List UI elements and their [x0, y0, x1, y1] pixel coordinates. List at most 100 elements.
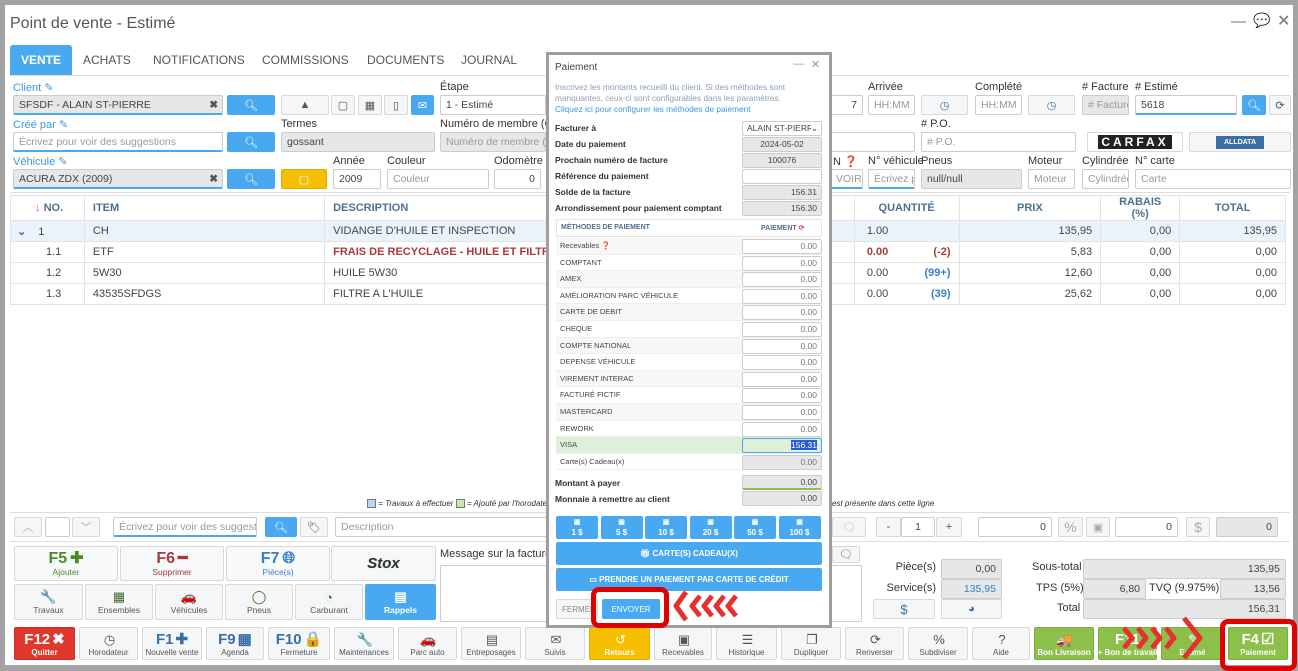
tab-commissions[interactable]: COMMISSIONS: [262, 53, 349, 67]
amount-input[interactable]: 0: [1115, 517, 1178, 537]
carte-input[interactable]: Carte: [1135, 169, 1291, 189]
partial-input[interactable]: 7: [830, 95, 863, 115]
help-icon[interactable]: ❓: [601, 241, 611, 250]
cree-par-label[interactable]: Créé par ✎: [13, 118, 68, 131]
comment-button[interactable]: 🗨: [832, 517, 866, 537]
arrivee-input[interactable]: HH:MM: [868, 95, 915, 115]
road-button[interactable]: ▲: [281, 95, 329, 115]
qty-plus-button[interactable]: +: [936, 517, 962, 537]
bill-button-10[interactable]: ▣ 10 $: [645, 516, 687, 539]
function-key-f6[interactable]: F6 ━ Supprimer: [120, 546, 224, 581]
payment-amount-input[interactable]: 0.00: [742, 255, 822, 271]
description-input[interactable]: Description: [335, 517, 550, 537]
clear-icon[interactable]: ✖: [209, 173, 218, 185]
cell-quantite[interactable]: 1.00: [853, 220, 960, 242]
close-icon[interactable]: ✕: [1277, 13, 1291, 30]
payment-amount-input[interactable]: 0.00: [742, 388, 822, 404]
cell-prix[interactable]: 12,60: [958, 262, 1102, 284]
membre-input[interactable]: Numéro de membre (Club): [440, 132, 546, 152]
payment-amount-input[interactable]: 0.00: [742, 305, 822, 321]
bill-button-1[interactable]: ▣ 1 $: [556, 516, 598, 539]
col-item[interactable]: ITEM: [83, 195, 326, 221]
function-key-f5[interactable]: F5 ✚ Ajouter: [14, 546, 118, 581]
cell-rabais[interactable]: 0,00: [1100, 283, 1181, 305]
bottom-button-nouvelle-vente[interactable]: F1 ✚ Nouvelle vente: [142, 627, 202, 660]
termes-input[interactable]: gossant: [281, 132, 435, 152]
cree-par-input[interactable]: Écrivez pour voir des suggestions: [13, 132, 223, 152]
bill-button-5[interactable]: ▣ 5 $: [600, 516, 643, 539]
alldata-button[interactable]: ALLDATA: [1189, 132, 1291, 152]
edit-icon[interactable]: ✎: [44, 82, 54, 94]
client-label[interactable]: Client ✎: [13, 81, 53, 94]
cell-quantite[interactable]: 0.00 (99+): [853, 262, 960, 284]
carfax-button[interactable]: CARFAX: [1087, 132, 1183, 152]
col-total[interactable]: TOTAL: [1179, 195, 1286, 221]
bottom-button-fermeture[interactable]: F10 🔒 Fermeture: [268, 627, 330, 660]
bottom-button-recevables[interactable]: ▣ Recevables: [654, 627, 712, 660]
payment-amount-input[interactable]: 0.00: [742, 371, 822, 387]
annee-input[interactable]: 2009: [333, 169, 381, 189]
send-button[interactable]: ENVOYER: [602, 599, 660, 619]
note-button[interactable]: ▢: [331, 95, 355, 115]
tag-button[interactable]: 🏷: [300, 517, 328, 537]
refresh-icon[interactable]: ⟳: [798, 225, 805, 232]
shortcut-rappels[interactable]: ▤ Rappels: [365, 584, 436, 620]
qty-minus-button[interactable]: -: [876, 517, 901, 537]
col-quantite[interactable]: QUANTITÉ: [853, 195, 960, 221]
move-up-button[interactable]: ︿: [14, 517, 42, 537]
bottom-button-renverser[interactable]: ⟳ Renverser: [845, 627, 904, 660]
cell-rabais[interactable]: 0,00: [1100, 241, 1181, 263]
function-key-f7[interactable]: F7 🌐︎ Pièce(s): [226, 546, 330, 581]
bottom-button-agenda[interactable]: F9 ▦ Agenda: [206, 627, 264, 660]
partial-input-2[interactable]: [830, 132, 915, 152]
bottom-button-subdiviser[interactable]: % Subdiviser: [908, 627, 968, 660]
move-down-button[interactable]: ﹀: [72, 517, 100, 537]
bill-button-50[interactable]: ▣ 50 $: [734, 516, 776, 539]
vehicule-input[interactable]: ACURA ZDX (2009) ✖: [13, 169, 223, 189]
vehicule-search-button[interactable]: 🔍︎: [227, 169, 275, 189]
facture-input[interactable]: # Facture: [1082, 95, 1129, 115]
vehicule-label[interactable]: Véhicule ✎: [13, 155, 67, 168]
bottom-button-bon-livraison[interactable]: 🚚 Bon Livraison: [1034, 627, 1094, 660]
bottom-button-maintenances[interactable]: 🔧 Maintenances: [334, 627, 394, 660]
refresh-button[interactable]: ⟳: [1269, 95, 1291, 115]
line-total-input[interactable]: 0: [1216, 517, 1278, 537]
email-button[interactable]: ✉: [411, 95, 434, 115]
dollar-button[interactable]: $: [1186, 517, 1210, 537]
credit-card-button[interactable]: ▭ PRENDRE UN PAIEMENT PAR CARTE DE CRÉDI…: [556, 568, 822, 591]
bill-button-100[interactable]: ▣ 100 $: [778, 516, 821, 539]
qty-input[interactable]: 1: [901, 517, 935, 537]
cell-rabais[interactable]: 0,00: [1100, 220, 1181, 242]
cell-rabais[interactable]: 0,00: [1100, 262, 1181, 284]
vehicle-note-button[interactable]: ▢: [281, 169, 327, 189]
payment-amount-input[interactable]: 0.00: [742, 421, 822, 437]
minimize-icon[interactable]: —: [793, 58, 804, 70]
couleur-input[interactable]: Couleur: [387, 169, 489, 189]
cell-prix[interactable]: 5,83: [958, 241, 1102, 263]
etape-select[interactable]: 1 - Estimé: [440, 95, 546, 115]
client-input[interactable]: SFSDF - ALAIN ST-PIERRE ✖: [13, 95, 223, 115]
clear-icon[interactable]: ✖: [209, 99, 218, 111]
reference-input[interactable]: [742, 169, 822, 184]
odometre-input[interactable]: 0: [494, 169, 541, 189]
no-vehicule-input[interactable]: Écrivez pc: [868, 169, 915, 189]
complete-clock-button[interactable]: ◷: [1028, 95, 1075, 115]
payment-amount-input[interactable]: 156.31: [742, 438, 822, 454]
message-comment-button[interactable]: 🗨: [832, 546, 860, 563]
gift-card-button[interactable]: 🎁︎ CARTE(S) CADEAU(X): [556, 542, 822, 565]
minimize-icon[interactable]: —: [1231, 13, 1246, 30]
estime-input[interactable]: 5618: [1135, 95, 1237, 115]
help-icon[interactable]: ❓: [844, 156, 858, 168]
tab-vente[interactable]: VENTE: [10, 45, 73, 75]
shortcut-ensembles[interactable]: ▦ Ensembles: [85, 584, 153, 620]
bottom-button-horodateur[interactable]: ◷ Horodateur: [79, 627, 138, 660]
config-link[interactable]: Cliquez ici pour configurer les méthodes…: [555, 104, 751, 114]
dollar-summary-button[interactable]: $: [873, 599, 935, 619]
money-button[interactable]: ▣: [1086, 517, 1110, 537]
item-search-input[interactable]: Écrivez pour voir des suggestions: [113, 517, 257, 537]
bottom-button-paiement[interactable]: F4 ☑ Paiement: [1228, 627, 1288, 660]
shortcut-carburant[interactable]: ◔ Carburant: [295, 584, 363, 620]
pneus-input[interactable]: null/null: [921, 169, 1022, 189]
chevron-down-icon[interactable]: ⌄: [17, 225, 27, 238]
shortcut-travaux[interactable]: 🔧 Travaux: [14, 584, 83, 620]
